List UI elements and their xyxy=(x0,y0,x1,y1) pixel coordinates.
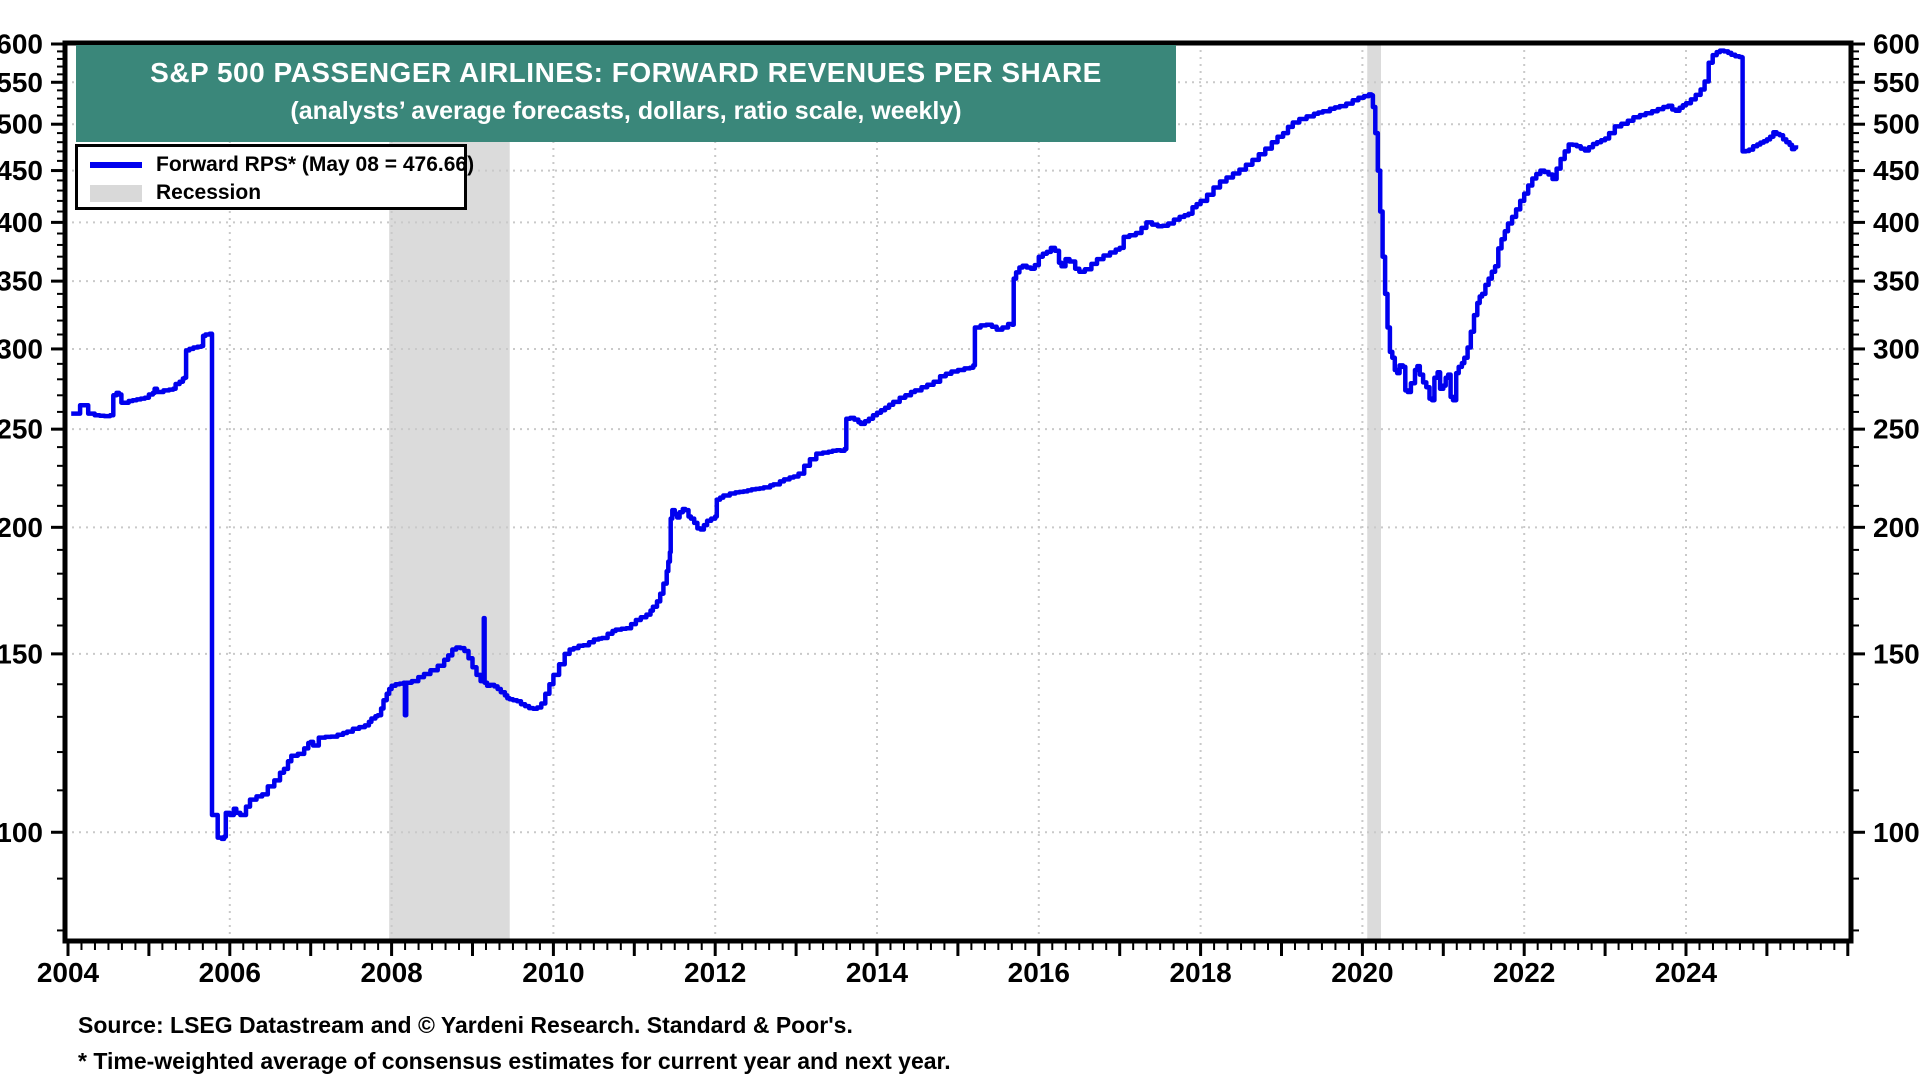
forward-rps-line xyxy=(71,48,1799,842)
x-axis-label: 2022 xyxy=(1493,957,1555,988)
footnote-text: * Time-weighted average of consensus est… xyxy=(78,1048,951,1074)
x-axis-label: 2008 xyxy=(360,957,422,988)
y-axis-label-right: 450 xyxy=(1873,155,1920,186)
x-axis-label: 2014 xyxy=(846,957,909,988)
x-axis-label: 2016 xyxy=(1008,957,1070,988)
x-axis-label: 2024 xyxy=(1655,957,1718,988)
y-axis-label-right: 150 xyxy=(1873,638,1920,669)
x-axis-label: 2018 xyxy=(1169,957,1231,988)
y-axis-label-right: 350 xyxy=(1873,266,1920,297)
plot-frame xyxy=(62,40,1854,944)
legend-row-recession: Recession xyxy=(78,179,464,207)
y-axis-label-right: 100 xyxy=(1873,817,1920,848)
y-axis-label-left: 550 xyxy=(0,67,43,98)
x-axis-label: 2010 xyxy=(522,957,584,988)
y-axis-label-left: 500 xyxy=(0,109,43,140)
y-axis-label-left: 250 xyxy=(0,414,43,445)
legend-line-swatch xyxy=(90,162,142,168)
x-axis-label: 2012 xyxy=(684,957,746,988)
y-axis-label-left: 600 xyxy=(0,29,43,60)
x-axis-label: 2004 xyxy=(37,957,100,988)
title-banner: S&P 500 PASSENGER AIRLINES: FORWARD REVE… xyxy=(76,45,1176,142)
y-axis-label-right: 300 xyxy=(1873,333,1920,364)
y-axis-label-left: 200 xyxy=(0,512,43,543)
y-axis-label-left: 100 xyxy=(0,817,43,848)
y-axis-label-right: 500 xyxy=(1873,109,1920,140)
y-axis-label-right: 200 xyxy=(1873,512,1920,543)
recession-band xyxy=(1367,43,1382,941)
y-axis-label-left: 450 xyxy=(0,155,43,186)
y-axis-label-right: 400 xyxy=(1873,207,1920,238)
chart-subtitle: (analysts’ average forecasts, dollars, r… xyxy=(290,97,962,125)
y-axis-label-right: 550 xyxy=(1873,67,1920,98)
y-axis-label-left: 400 xyxy=(0,207,43,238)
legend-series-label: Forward RPS* (May 08 = 476.66) xyxy=(156,153,475,176)
legend-recession-label: Recession xyxy=(156,181,262,204)
x-axis-label: 2006 xyxy=(199,957,261,988)
legend-recession-swatch xyxy=(90,184,142,202)
y-axis-label-right: 250 xyxy=(1873,414,1920,445)
legend-row-series: Forward RPS* (May 08 = 476.66) xyxy=(78,151,474,179)
y-axis-label-left: 150 xyxy=(0,638,43,669)
y-axis-label-right: 600 xyxy=(1873,29,1920,60)
x-axis-label: 2020 xyxy=(1331,957,1393,988)
y-axis-label-left: 300 xyxy=(0,333,43,364)
y-axis-label-left: 350 xyxy=(0,266,43,297)
legend-box: Forward RPS* (May 08 = 476.66) Recession xyxy=(75,144,474,210)
source-text: Source: LSEG Datastream and © Yardeni Re… xyxy=(78,1012,853,1038)
chart-title: S&P 500 PASSENGER AIRLINES: FORWARD REVE… xyxy=(150,57,1102,88)
footer: Source: LSEG Datastream and © Yardeni Re… xyxy=(78,1012,951,1075)
